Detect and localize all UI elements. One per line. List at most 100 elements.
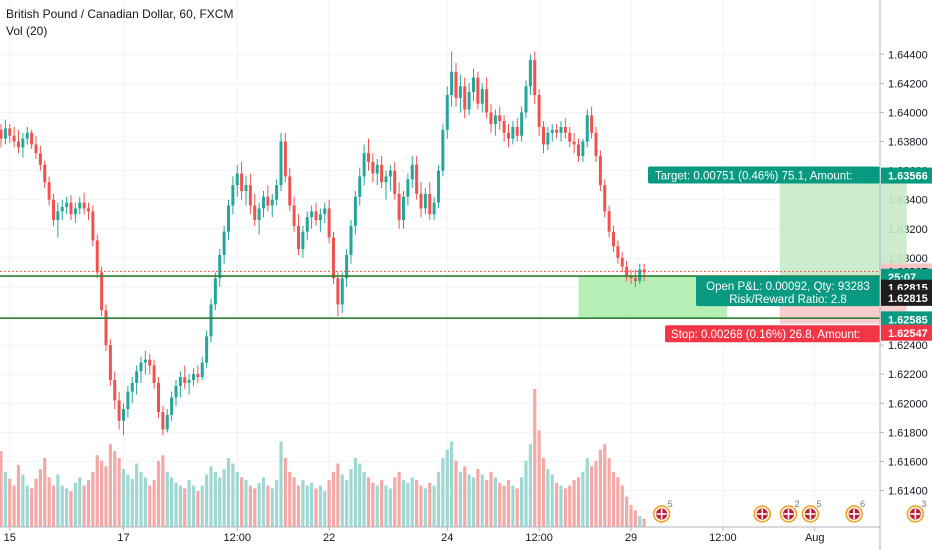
volume-bar (38, 469, 42, 527)
volume-bar (95, 455, 99, 527)
candle-body (218, 254, 222, 279)
y-tick-label: 1.64000 (888, 107, 928, 119)
volume-bar (104, 466, 108, 527)
candle-body (340, 278, 344, 305)
volume-bar (594, 460, 598, 527)
volume-bar (533, 389, 537, 527)
candle-body (533, 60, 537, 95)
volume-bar (581, 471, 585, 527)
candle-body (82, 202, 86, 209)
target-label[interactable]: Target: 0.00751 (0.46%) 75.1, Amount: (655, 171, 853, 183)
volume-bar (240, 477, 244, 527)
volume-bar (292, 477, 296, 527)
candle-body (502, 121, 506, 133)
volume-bar (576, 477, 581, 527)
volume-bar (288, 471, 292, 527)
stop-line-tag: 1.62585 (888, 314, 928, 326)
candle-body (73, 208, 77, 215)
volume-bar (148, 485, 152, 527)
candle-body (463, 86, 467, 110)
volume-bar (183, 488, 187, 527)
x-tick-label: 12:00 (525, 532, 553, 544)
volume-bar (3, 471, 7, 527)
volume-bar (205, 474, 209, 527)
volume-bar (393, 477, 397, 527)
y-tick-label: 1.62000 (888, 398, 928, 410)
candle-body (126, 391, 130, 410)
volume-bar (244, 480, 248, 527)
candle-body (253, 205, 257, 221)
y-tick-label: 1.61600 (888, 456, 928, 468)
volume-bar (493, 477, 497, 527)
volume-bar (380, 480, 384, 527)
candle-body (47, 182, 51, 200)
candle-body (12, 135, 16, 142)
candle-body (336, 278, 340, 305)
volume-bar (327, 480, 331, 527)
volume-bar (218, 477, 222, 527)
symbol-title[interactable]: British Pound / Canadian Dollar, 60, FXC… (6, 7, 234, 21)
volume-bar (559, 485, 563, 527)
volume-bar (384, 485, 388, 527)
volume-bar (506, 480, 511, 527)
volume-bar (235, 471, 239, 527)
candle-body (87, 208, 90, 212)
candle-body (310, 211, 314, 218)
volume-bar (616, 477, 620, 527)
candle-body (511, 126, 515, 139)
candle-body (248, 185, 252, 206)
candle-body (56, 211, 60, 221)
pnl-label-line1[interactable]: Open P&L: 0.00092, Qty: 93283 (706, 281, 870, 293)
candle-body (590, 115, 594, 133)
candle-body (367, 153, 370, 162)
volume-bar (213, 471, 217, 527)
candle-body (270, 199, 274, 206)
candle-body (555, 129, 559, 133)
candle-body (314, 211, 318, 221)
volume-bar (590, 466, 594, 527)
candle-body (415, 164, 419, 194)
entry-price-tag-2: 1.62815 (888, 293, 928, 305)
volume-bar (633, 510, 637, 527)
volume-bar (454, 460, 458, 527)
pnl-label-line2[interactable]: Risk/Reward Ratio: 2.8 (729, 294, 847, 306)
candle-body (467, 92, 471, 110)
volume-label[interactable]: Vol (20) (6, 24, 48, 38)
volume-bar (156, 460, 161, 527)
stop-label-bg (665, 325, 880, 343)
candle-body (257, 208, 261, 221)
volume-bar (541, 458, 546, 527)
volume-bar (178, 485, 182, 527)
volume-bar (266, 485, 270, 527)
pnl-label-bg (696, 276, 880, 307)
volume-bar (603, 444, 607, 527)
candle-body (117, 400, 121, 421)
volume-bar (524, 460, 528, 527)
volume-bar (515, 488, 519, 527)
candle-body (25, 132, 29, 139)
stop-label[interactable]: Stop: 0.00268 (0.16%) 26.8, Amount: (671, 329, 860, 341)
y-tick-label: 1.62400 (888, 340, 928, 352)
volume-bar (117, 458, 121, 527)
candle-body (78, 202, 82, 209)
volume-bar (209, 466, 213, 527)
volume-bar (34, 478, 38, 527)
candle-body (345, 254, 349, 279)
candle-body (445, 94, 449, 130)
candle-body (542, 126, 545, 145)
volume-bar (200, 485, 204, 527)
stop-line-tag-bg (881, 311, 932, 328)
y-tick-label: 1.61400 (888, 486, 928, 498)
volume-bar (349, 469, 353, 527)
volume-bar (528, 444, 532, 527)
volume-bar (362, 471, 366, 527)
candle-body (157, 382, 160, 413)
x-tick-label: 24 (441, 532, 453, 544)
candle-body (143, 359, 147, 363)
volume-bar (78, 477, 82, 527)
candle-body (572, 141, 576, 145)
volume-bar (441, 458, 445, 527)
volume-bar (598, 449, 602, 527)
